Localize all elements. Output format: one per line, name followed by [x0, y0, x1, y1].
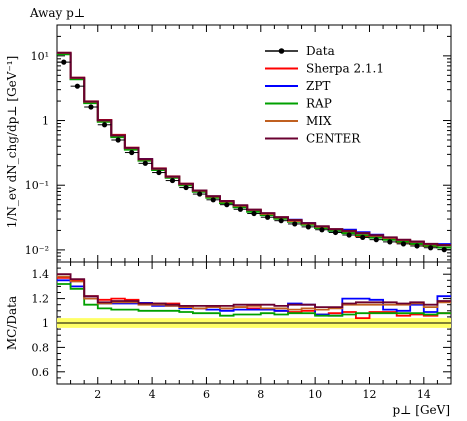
- data-point: [387, 239, 393, 245]
- data-point: [428, 245, 434, 251]
- ratio-axis-ticks: [57, 261, 451, 385]
- ratio-series-center: [57, 273, 451, 308]
- legend-item-rap: RAP: [265, 97, 332, 111]
- data-point: [210, 197, 216, 203]
- x-tick-label: 8: [257, 388, 264, 401]
- data-point: [142, 160, 148, 166]
- x-tick-label: 6: [203, 388, 210, 401]
- data-points: [57, 59, 451, 253]
- legend-label: MIX: [306, 114, 332, 128]
- data-point: [332, 229, 339, 236]
- main-series-zpt: [57, 52, 451, 247]
- data-point: [61, 59, 67, 65]
- legend-label: RAP: [306, 97, 332, 111]
- ratio-series-sherpa-2-1-1: [57, 277, 451, 319]
- data-point: [237, 206, 244, 212]
- ratio-series-group: [57, 273, 451, 319]
- data-point: [360, 234, 366, 241]
- data-point: [346, 232, 352, 238]
- legend: Data Sherpa 2.1.1 ZPT RAP MIX CENTER: [265, 44, 384, 146]
- main-y-axis-title: 1/N_ev dN_chg/dp⊥ [GeV⁻¹]: [5, 56, 19, 229]
- plot-title: Away p⊥: [29, 6, 85, 20]
- legend-item-zpt: ZPT: [265, 79, 330, 93]
- x-tick-label: 10: [308, 388, 322, 401]
- main-series-group: [57, 51, 451, 249]
- legend-item-center: CENTER: [265, 132, 361, 146]
- data-point: [264, 214, 271, 220]
- legend-label: Data: [306, 44, 335, 58]
- ratio-y-tick-label: 1.4: [32, 268, 50, 281]
- x-tick-label: 12: [362, 388, 376, 401]
- data-point: [183, 184, 189, 191]
- main-y-tick-label: 10⁻²: [25, 244, 49, 257]
- legend-label: CENTER: [306, 132, 361, 146]
- legend-marker: [278, 48, 285, 54]
- data-point: [197, 191, 203, 197]
- x-tick-labels: 2 4 6 8 10 12 14: [94, 388, 431, 401]
- main-y-tick-label: 10¹: [31, 50, 49, 63]
- data-point: [278, 218, 284, 224]
- x-axis-title: p⊥ [GeV]: [393, 403, 451, 417]
- data-point: [319, 227, 325, 233]
- data-point: [74, 83, 80, 89]
- data-point: [101, 122, 108, 128]
- data-point: [129, 149, 135, 156]
- data-point: [224, 202, 230, 208]
- main-series-mix: [57, 51, 451, 247]
- data-point: [400, 241, 407, 247]
- legend-item-data: Data: [265, 44, 335, 58]
- legend-label: ZPT: [306, 79, 330, 93]
- data-point: [251, 210, 257, 217]
- ratio-series-mix: [57, 275, 451, 311]
- ratio-y-tick-labels: 0.6 0.8 1 1.2 1.4: [32, 268, 50, 379]
- data-point: [305, 224, 311, 230]
- ratio-y-tick-label: 1.2: [32, 293, 50, 306]
- ratio-y-tick-label: 0.6: [32, 366, 50, 379]
- data-point: [292, 221, 298, 227]
- legend-item-sherpa-2-1-1: Sherpa 2.1.1: [265, 62, 384, 76]
- data-point: [169, 177, 176, 184]
- main-series-rap: [57, 53, 451, 249]
- ratio-y-axis-title: MC/Data: [5, 296, 19, 350]
- main-axis-ticks: [57, 24, 451, 262]
- x-tick-label: 2: [94, 388, 101, 401]
- data-point: [441, 247, 447, 253]
- main-y-tick-label: 10⁻¹: [25, 179, 49, 192]
- ratio-y-tick-label: 1: [42, 317, 49, 330]
- main-series-sherpa-2-1-1: [57, 52, 451, 249]
- data-point: [115, 137, 121, 143]
- ratio-y-tick-label: 0.8: [32, 341, 50, 354]
- data-point: [373, 237, 379, 243]
- x-tick-label: 4: [149, 388, 156, 401]
- data-point: [414, 243, 420, 249]
- data-point: [88, 104, 94, 110]
- x-tick-label: 14: [417, 388, 431, 401]
- ratio-uncertainty-band: [57, 318, 451, 328]
- ratio-series-rap: [57, 283, 451, 317]
- legend-label: Sherpa 2.1.1: [306, 62, 384, 76]
- data-point: [156, 169, 162, 176]
- legend-item-mix: MIX: [265, 114, 332, 128]
- ratio-series-zpt: [57, 279, 451, 317]
- main-y-tick-labels: 10⁻² 10⁻¹ 1 10¹: [25, 50, 49, 257]
- main-plot-frame: [56, 24, 452, 263]
- main-series-center: [57, 51, 451, 246]
- main-y-tick-label: 1: [42, 115, 49, 128]
